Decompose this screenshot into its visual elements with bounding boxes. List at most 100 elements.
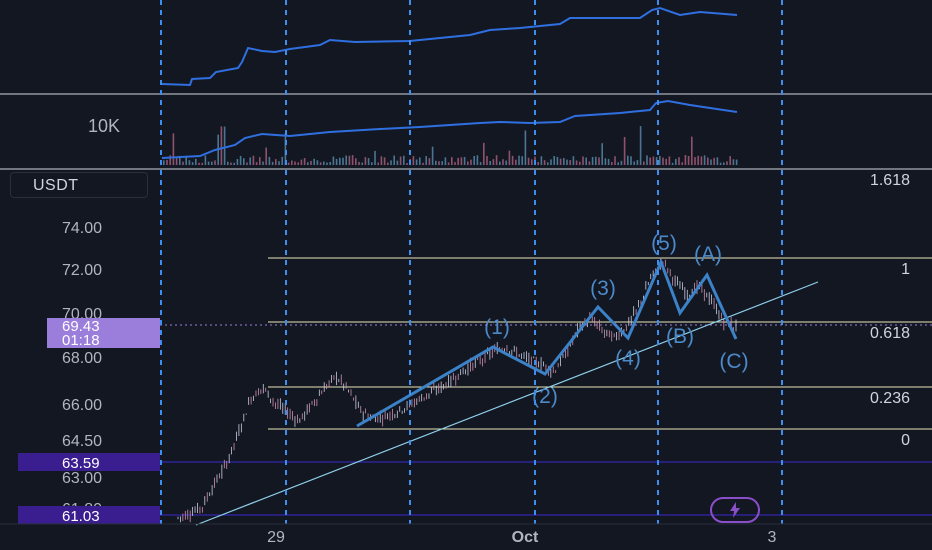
volume-bar — [345, 155, 347, 165]
volume-bar — [460, 157, 463, 165]
volume-bar — [332, 156, 335, 165]
lightning-button[interactable] — [710, 497, 760, 523]
volume-bar — [633, 161, 635, 165]
volume-bar — [607, 158, 610, 165]
volume-bar — [291, 160, 293, 165]
volume-bar — [703, 155, 706, 165]
volume-bar — [668, 156, 671, 165]
volume-bar — [559, 158, 562, 165]
volume-ma-line — [161, 99, 738, 159]
volume-bar — [198, 162, 200, 165]
volume-bar — [623, 136, 626, 165]
volume-bar — [428, 158, 431, 165]
volume-bar — [179, 155, 181, 165]
volume-bar — [396, 160, 399, 165]
volume-bar — [195, 158, 197, 165]
fib-level-label: 0.236 — [870, 390, 910, 407]
volume-bar — [275, 159, 277, 165]
volume-bar — [476, 155, 479, 165]
volume-bar — [335, 158, 338, 165]
volume-bar — [441, 161, 443, 165]
volume-bar — [595, 156, 597, 165]
volume-bar — [550, 159, 552, 165]
currency-selector[interactable]: USDT — [10, 172, 148, 198]
elliott-wave-line[interactable] — [356, 257, 738, 428]
indicator-pane-top — [161, 6, 738, 87]
volume-bar — [447, 162, 450, 165]
volume-bar — [265, 147, 267, 165]
volume-bar — [326, 162, 328, 165]
volume-bar — [287, 162, 290, 165]
volume-bar — [172, 133, 175, 165]
volume-bar — [502, 159, 504, 165]
price-axis-tick: 72.00 — [62, 262, 102, 279]
volume-bar — [723, 162, 725, 165]
volume-bar — [358, 161, 360, 165]
volume-bar — [214, 160, 216, 165]
volume-bar — [652, 156, 655, 165]
volume-bar — [310, 160, 312, 165]
horizontal-levels[interactable] — [160, 461, 932, 516]
time-axis-tick: 29 — [267, 529, 285, 546]
volume-bar — [601, 143, 603, 165]
volume-bar — [313, 158, 315, 165]
price-axis-tick: 66.00 — [62, 397, 102, 414]
volume-bar — [687, 156, 690, 165]
volume-bar — [639, 126, 642, 165]
volume-bar — [278, 161, 280, 165]
volume-pane: 10K — [88, 99, 738, 165]
volume-bar — [390, 160, 392, 165]
volume-bar — [207, 161, 210, 165]
volume-bar — [585, 157, 587, 165]
volume-bar — [646, 155, 648, 165]
volume-bar — [223, 126, 226, 165]
volume-bar — [425, 156, 427, 165]
fibonacci-retracement[interactable]: 1.618 1 0.618 0.236 0 — [268, 172, 932, 449]
elliott-wave-label: (B) — [666, 325, 694, 348]
elliott-wave-label: (1) — [484, 316, 510, 339]
volume-bar — [316, 160, 319, 165]
level-badge-1-value: 63.59 — [62, 455, 100, 472]
volume-bar — [511, 155, 514, 165]
volume-bar — [729, 156, 731, 165]
volume-bar — [399, 156, 402, 165]
volume-pane-label: 10K — [88, 116, 120, 136]
volume-bar — [662, 157, 664, 165]
volume-bar — [438, 161, 440, 165]
volume-bar — [201, 162, 203, 165]
time-axis[interactable]: 29 Oct 3 — [267, 529, 776, 546]
time-axis-tick: 3 — [768, 529, 777, 546]
vertical-dashed-lines[interactable] — [160, 0, 783, 524]
trend-line[interactable] — [195, 281, 819, 526]
price-axis-tick: 74.00 — [62, 220, 102, 237]
volume-bar — [387, 162, 389, 165]
volume-bar — [431, 146, 434, 165]
volume-bar — [665, 158, 667, 165]
volume-bar — [611, 162, 613, 165]
volume-bar — [185, 156, 187, 165]
elliott-wave-label: (A) — [694, 243, 722, 266]
volume-bar — [492, 159, 495, 165]
volume-bar — [463, 156, 466, 165]
volume-bar — [300, 159, 303, 165]
volume-bar — [239, 155, 242, 165]
lightning-icon — [730, 502, 740, 518]
elliott-wave-labels: (1) (2) (3) (4) (5) (A) (B) (C) — [484, 232, 748, 408]
volume-bar — [403, 155, 405, 165]
currency-label: USDT — [33, 177, 79, 194]
volume-bar — [684, 155, 687, 165]
elliott-wave-label: (C) — [719, 350, 748, 373]
volume-bar — [591, 156, 594, 165]
level-badge-2: 61.03 — [18, 506, 160, 525]
volume-bar — [508, 150, 511, 165]
volume-bar — [182, 161, 184, 165]
indicator-line-top — [161, 6, 738, 87]
volume-bar — [271, 161, 274, 165]
volume-bar — [268, 156, 271, 165]
volume-bar — [473, 155, 475, 165]
price-axis-tick: 63.00 — [62, 470, 102, 487]
volume-bar — [700, 156, 703, 165]
